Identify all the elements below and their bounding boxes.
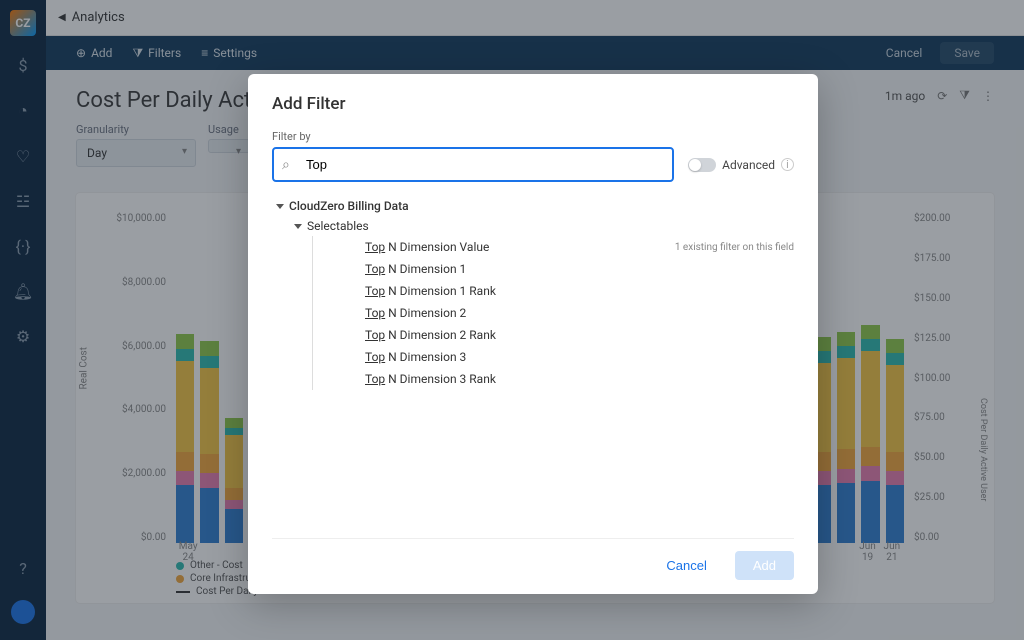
tree-group[interactable]: Selectables: [276, 216, 794, 236]
modal-add-button[interactable]: Add: [735, 551, 794, 580]
filter-tree: CloudZero Billing Data Selectables Top N…: [272, 196, 794, 390]
filter-option[interactable]: Top N Dimension 1 Rank: [321, 280, 794, 302]
filter-option[interactable]: Top N Dimension 3 Rank: [321, 368, 794, 390]
filter-note: 1 existing filter on this field: [675, 242, 794, 253]
modal-title: Add Filter: [272, 94, 794, 114]
filter-option[interactable]: Top N Dimension 2 Rank: [321, 324, 794, 346]
info-icon[interactable]: i: [781, 158, 794, 171]
modal-cancel-button[interactable]: Cancel: [648, 551, 724, 580]
advanced-toggle[interactable]: [688, 158, 716, 172]
filter-option[interactable]: Top N Dimension 3: [321, 346, 794, 368]
filter-option[interactable]: Top N Dimension 2: [321, 302, 794, 324]
search-icon: ⌕: [282, 157, 290, 173]
tree-root[interactable]: CloudZero Billing Data: [276, 196, 794, 216]
filter-option[interactable]: Top N Dimension Value1 existing filter o…: [321, 236, 794, 258]
filter-search-input[interactable]: [272, 147, 674, 182]
add-filter-modal: Add Filter Filter by ⌕ Advanced i CloudZ…: [248, 74, 818, 594]
filter-option[interactable]: Top N Dimension 1: [321, 258, 794, 280]
advanced-label: Advanced: [722, 158, 775, 172]
filter-by-label: Filter by: [272, 130, 794, 143]
